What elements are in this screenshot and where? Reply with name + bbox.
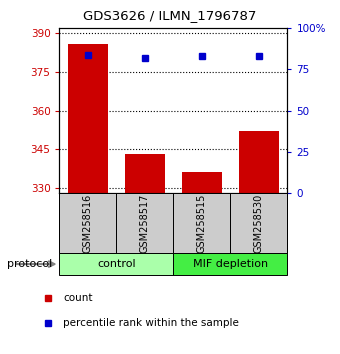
Bar xyxy=(239,131,279,193)
Text: count: count xyxy=(63,293,92,303)
Bar xyxy=(59,253,173,275)
Bar xyxy=(125,154,165,193)
Bar xyxy=(59,193,116,253)
Text: percentile rank within the sample: percentile rank within the sample xyxy=(63,318,239,328)
Text: protocol: protocol xyxy=(7,259,52,269)
Text: control: control xyxy=(97,259,136,269)
Bar xyxy=(68,44,108,193)
Text: MIF depletion: MIF depletion xyxy=(193,259,268,269)
Text: GSM258515: GSM258515 xyxy=(197,193,207,253)
Bar xyxy=(173,253,287,275)
Bar xyxy=(231,193,287,253)
Bar xyxy=(116,193,173,253)
Text: GSM258530: GSM258530 xyxy=(254,193,264,253)
Text: GSM258517: GSM258517 xyxy=(140,193,150,253)
Text: GDS3626 / ILMN_1796787: GDS3626 / ILMN_1796787 xyxy=(83,9,257,22)
Bar xyxy=(182,172,222,193)
Bar xyxy=(173,193,231,253)
Text: GSM258516: GSM258516 xyxy=(83,193,93,253)
